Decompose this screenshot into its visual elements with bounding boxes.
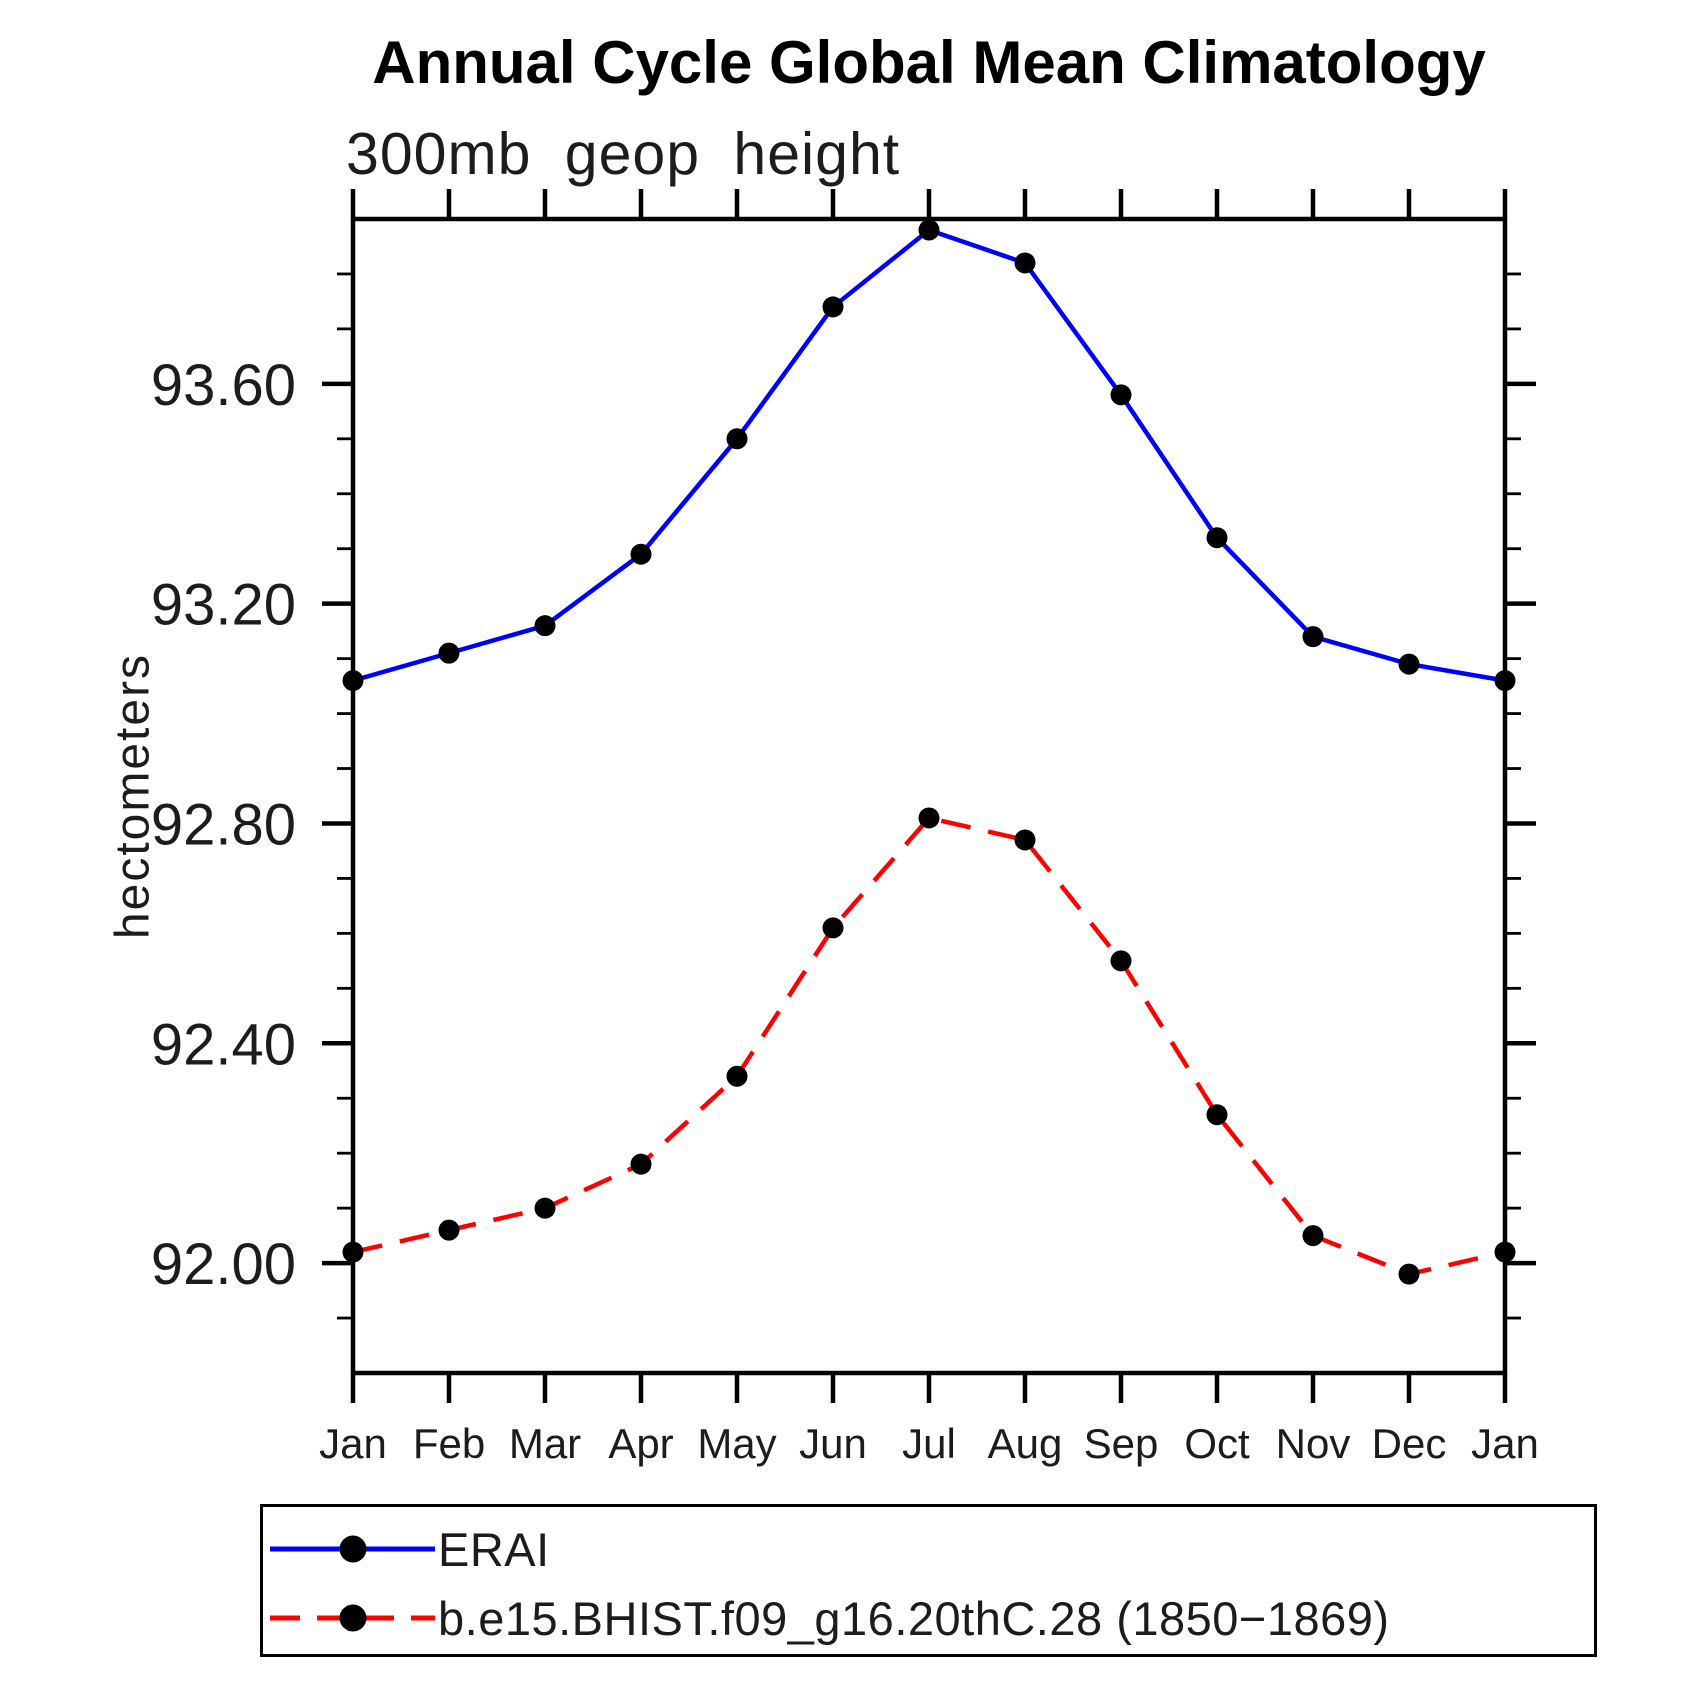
y-tick-label: 93.60: [151, 353, 296, 418]
model-point: [630, 1153, 652, 1175]
x-tick-label: Oct: [1184, 1420, 1250, 1467]
model-point: [1110, 950, 1132, 972]
x-tick-label: Sep: [1084, 1420, 1159, 1467]
model-point: [438, 1219, 460, 1241]
model-point: [534, 1197, 556, 1219]
erai-point: [342, 670, 364, 692]
legend-entry-erai: ERAI: [263, 1523, 550, 1575]
model-point: [1206, 1104, 1228, 1126]
x-tick-label: Aug: [988, 1420, 1063, 1467]
chart-title: Annual Cycle Global Mean Climatology: [372, 29, 1486, 96]
model-swatch-marker-icon: [339, 1604, 367, 1632]
model-point: [822, 917, 844, 939]
model-point: [726, 1065, 748, 1087]
legend-entry-model: b.e15.BHIST.f09_g16.20thC.28 (1850−1869): [263, 1592, 1390, 1644]
model-point: [1302, 1225, 1324, 1247]
erai-line-swatch: [270, 1535, 435, 1563]
model-point: [918, 807, 940, 829]
erai-point: [534, 615, 556, 637]
x-tick-label: Apr: [608, 1420, 673, 1467]
model-line-swatch: [270, 1604, 435, 1632]
y-tick-label: 92.40: [151, 1012, 296, 1077]
y-tick-label: 92.00: [151, 1232, 296, 1297]
erai-point: [1014, 252, 1036, 274]
erai-point: [1398, 653, 1420, 675]
legend-label-model: b.e15.BHIST.f09_g16.20thC.28 (1850−1869): [438, 1591, 1390, 1645]
model-line: [352, 815, 1506, 1277]
x-tick-label: May: [697, 1420, 776, 1467]
erai-point: [1494, 670, 1516, 692]
erai-point: [630, 543, 652, 565]
x-tick-label: Mar: [509, 1420, 581, 1467]
erai-point: [1302, 626, 1324, 648]
model-point: [1398, 1263, 1420, 1285]
y-tick-label: 92.80: [151, 792, 296, 857]
legend: ERAI b.e15.BHIST.f09_g16.20thC.28 (1850−…: [260, 1504, 1597, 1657]
plot-frame: [350, 216, 1508, 1376]
erai-line: [352, 227, 1506, 683]
erai-point: [726, 428, 748, 450]
x-tick-label: Jun: [799, 1420, 867, 1467]
erai-point: [1110, 384, 1132, 406]
chart-subtitle: 300mb geop height: [346, 121, 901, 187]
erai-point: [438, 642, 460, 664]
x-tick-label: Nov: [1276, 1420, 1351, 1467]
erai-point: [822, 296, 844, 318]
legend-label-erai: ERAI: [438, 1522, 550, 1576]
x-tick-label: Jan: [319, 1420, 387, 1467]
x-tick-label: Jul: [902, 1420, 956, 1467]
erai-swatch-marker-icon: [339, 1535, 367, 1563]
model-point: [1014, 829, 1036, 851]
y-tick-label: 93.20: [151, 573, 296, 638]
x-tick-label: Feb: [413, 1420, 485, 1467]
x-tick-label: Jan: [1471, 1420, 1539, 1467]
erai-point: [918, 219, 940, 241]
x-tick-label: Dec: [1372, 1420, 1447, 1467]
erai-point: [1206, 527, 1228, 549]
model-point: [1494, 1241, 1516, 1263]
model-point: [342, 1241, 364, 1263]
